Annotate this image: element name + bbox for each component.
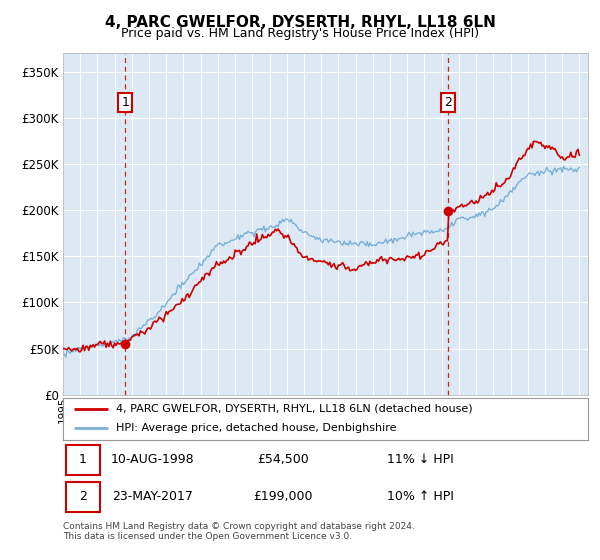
Text: 2: 2 [445, 96, 452, 109]
Text: 1: 1 [121, 96, 129, 109]
Text: 10-AUG-1998: 10-AUG-1998 [110, 453, 194, 466]
Text: HPI: Average price, detached house, Denbighshire: HPI: Average price, detached house, Denb… [115, 423, 396, 433]
Text: Contains HM Land Registry data © Crown copyright and database right 2024.
This d: Contains HM Land Registry data © Crown c… [63, 522, 415, 542]
FancyBboxPatch shape [65, 482, 100, 512]
Text: £199,000: £199,000 [254, 491, 313, 503]
Text: 1: 1 [79, 453, 86, 466]
FancyBboxPatch shape [65, 445, 100, 474]
Text: Price paid vs. HM Land Registry's House Price Index (HPI): Price paid vs. HM Land Registry's House … [121, 27, 479, 40]
Text: £54,500: £54,500 [257, 453, 310, 466]
Text: 23-MAY-2017: 23-MAY-2017 [112, 491, 193, 503]
Text: 11% ↓ HPI: 11% ↓ HPI [386, 453, 454, 466]
Text: 10% ↑ HPI: 10% ↑ HPI [386, 491, 454, 503]
Text: 4, PARC GWELFOR, DYSERTH, RHYL, LL18 6LN (detached house): 4, PARC GWELFOR, DYSERTH, RHYL, LL18 6LN… [115, 404, 472, 414]
Text: 2: 2 [79, 491, 86, 503]
Text: 4, PARC GWELFOR, DYSERTH, RHYL, LL18 6LN: 4, PARC GWELFOR, DYSERTH, RHYL, LL18 6LN [104, 15, 496, 30]
